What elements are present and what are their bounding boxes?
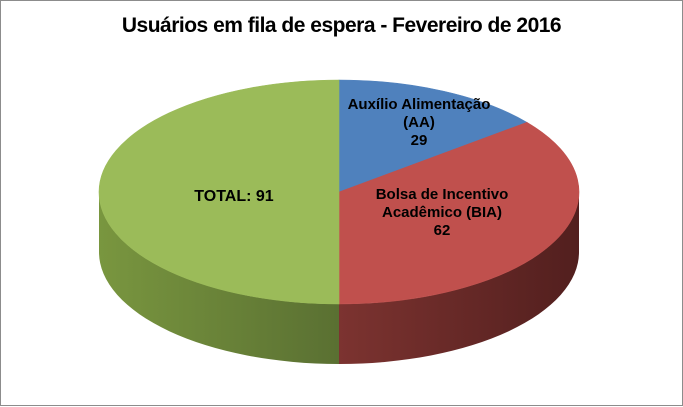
pie-slice-2[interactable] <box>98 79 340 305</box>
pie-slice-1[interactable] <box>338 122 580 305</box>
pie-slice-0[interactable] <box>338 79 528 193</box>
pie-slice-side-2 <box>99 192 339 364</box>
chart-title: Usuários em fila de espera - Fevereiro d… <box>121 14 562 37</box>
pie-slice-side-1 <box>339 192 579 364</box>
